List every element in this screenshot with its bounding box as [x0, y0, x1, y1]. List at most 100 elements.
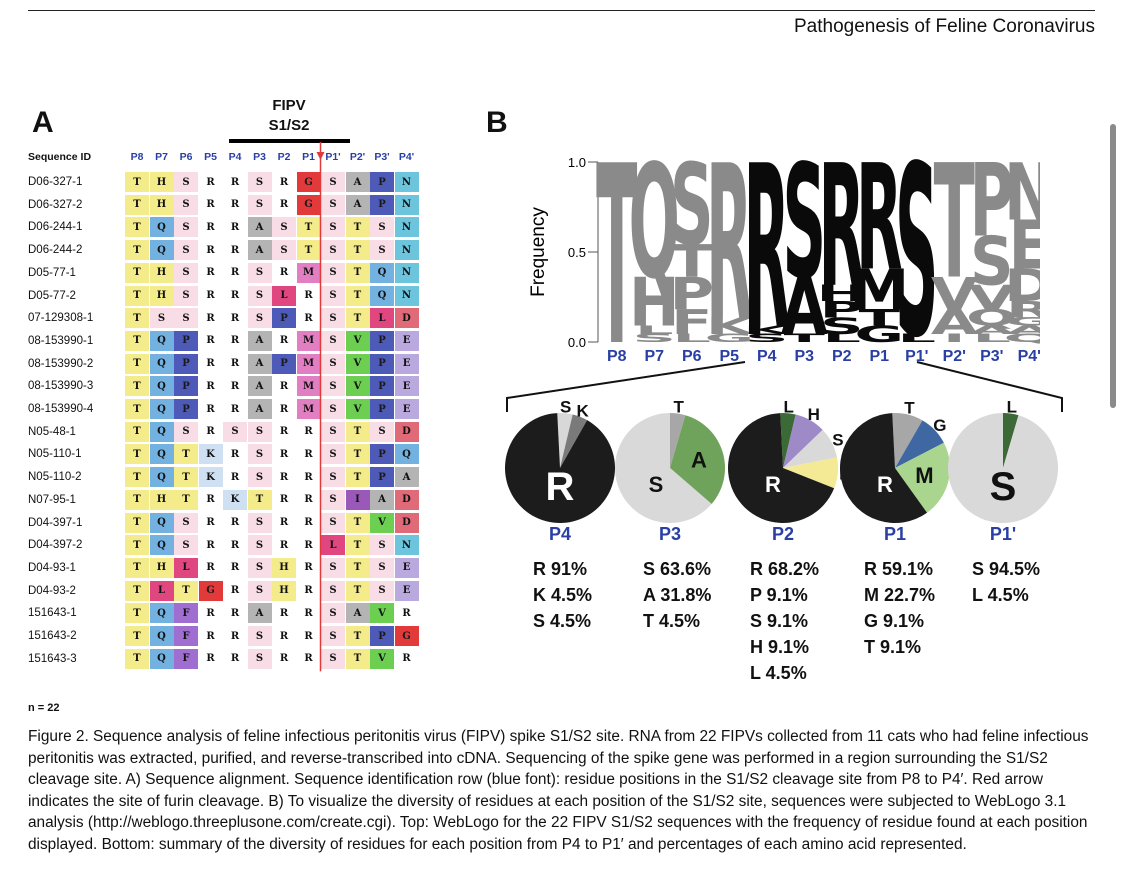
logo-letter: L: [897, 332, 936, 345]
logo-xtick: P1: [869, 348, 889, 365]
logo-xtick: P8: [607, 348, 627, 365]
residue-cell: S: [247, 557, 272, 578]
residue-cell: Q: [370, 262, 394, 283]
logo-letter: A: [931, 303, 978, 342]
residue-cell: T: [125, 512, 149, 533]
residue-cell: L: [149, 580, 174, 601]
residue-cell: A: [247, 353, 272, 374]
residue-cell: S: [321, 330, 345, 351]
residue-cell: S: [370, 421, 394, 442]
logo-xtick: P4: [757, 348, 777, 365]
residue-cell: H: [272, 557, 296, 578]
logo-ytick: 1.0: [568, 155, 586, 170]
residue-cell: R: [223, 240, 247, 261]
residue-cell: M: [296, 399, 321, 419]
logo-xtick: P7: [644, 348, 664, 365]
residue-cell: R: [223, 535, 247, 556]
residue-cell: R: [272, 467, 296, 488]
residue-cell: T: [345, 308, 370, 329]
percentage-item: S 9.1%: [750, 611, 809, 631]
sequence-id: 07-129308-1: [28, 312, 94, 325]
pie-main-letter: R: [546, 465, 575, 509]
logo-letter: R: [856, 150, 903, 304]
logo-xtick: P3': [980, 348, 1003, 365]
logo-letter: H: [629, 265, 680, 343]
percentage-item: K 4.5%: [533, 585, 593, 605]
residue-cell: T: [174, 580, 198, 601]
position-header-P8: P8: [130, 151, 144, 163]
residue-cell: R: [296, 626, 321, 646]
vertical-scrollbar[interactable]: [1110, 124, 1116, 408]
residue-cell: T: [345, 421, 370, 442]
residue-cell: S: [321, 648, 345, 669]
residue-cell: S: [321, 399, 345, 419]
logo-letter: Q: [1004, 332, 1040, 345]
residue-cell: R: [272, 172, 296, 192]
residue-cell: S: [321, 421, 345, 442]
header-rule: [28, 10, 1095, 11]
residue-cell: E: [394, 399, 419, 419]
residue-cell: T: [125, 421, 149, 442]
logo-letter: A: [1006, 324, 1040, 337]
residue-cell: R: [223, 557, 247, 578]
position-header-P4: P4: [228, 151, 242, 163]
residue-cell: S: [247, 444, 272, 465]
position-header-P1: P1: [302, 151, 315, 163]
residue-cell: S: [247, 512, 272, 533]
residue-cell: R: [272, 626, 296, 646]
pie-slice: [728, 413, 835, 523]
percentage-item: R 59.1%: [864, 559, 934, 579]
pie-slice: [670, 413, 686, 468]
percentage-list: R 59.1% M 22.7% G 9.1% T 9.1%: [864, 556, 935, 660]
residue-cell: P: [370, 353, 394, 374]
residue-cell: S: [321, 308, 345, 329]
residue-cell: A: [394, 467, 419, 488]
pie-slice-label: T: [674, 398, 685, 417]
residue-cell: V: [370, 512, 394, 533]
residue-cell: S: [321, 580, 345, 601]
percentage-item: G 9.1%: [864, 611, 925, 631]
residue-cell: L: [272, 285, 296, 306]
residue-cell: R: [272, 376, 296, 397]
sequence-id: 08-153990-2: [28, 357, 94, 370]
residue-cell: T: [345, 262, 370, 283]
residue-cell: Q: [149, 217, 174, 238]
position-header-P6: P6: [179, 151, 193, 163]
residue-cell: T: [125, 399, 149, 419]
logo-letter: P: [970, 150, 1014, 260]
sequence-id: 151643-2: [28, 630, 77, 642]
residue-cell: M: [296, 353, 321, 374]
residue-cell: R: [296, 467, 321, 488]
residue-cell: R: [296, 512, 321, 533]
residue-cell: R: [223, 217, 247, 238]
residue-cell: S: [247, 535, 272, 556]
running-head: Pathogenesis of Feline Coronavirus: [793, 16, 1095, 37]
logo-letter: T: [596, 150, 637, 370]
residue-cell: T: [125, 489, 149, 510]
residue-cell: S: [321, 285, 345, 306]
pie-main-letter: R: [877, 472, 893, 497]
residue-cell: T: [174, 444, 198, 465]
pie-main-letter: R: [765, 472, 781, 497]
logo-letter: L: [635, 324, 674, 337]
pie-chart-P1: TG MR: [840, 399, 950, 523]
residue-cell: A: [247, 603, 272, 624]
logo-letter: M: [849, 257, 909, 322]
percentage-item: P 9.1%: [750, 585, 808, 605]
residue-cell: Q: [149, 399, 174, 419]
percentage-item: T 4.5%: [643, 611, 701, 631]
sequence-id: 08-153990-1: [28, 334, 94, 347]
pie-slice: [895, 420, 944, 468]
residue-cell: P: [174, 399, 198, 419]
logo-xtick: P5: [719, 348, 739, 365]
residue-cell: Q: [149, 240, 174, 261]
residue-cell: Q: [370, 285, 394, 306]
residue-cell: D: [394, 308, 419, 329]
percentage-list: S 94.5% L 4.5%: [972, 556, 1040, 608]
residue-cell: R: [198, 376, 223, 397]
residue-cell: S: [247, 467, 272, 488]
residue-cell: R: [296, 648, 321, 669]
pie-slice: [1003, 413, 1019, 468]
